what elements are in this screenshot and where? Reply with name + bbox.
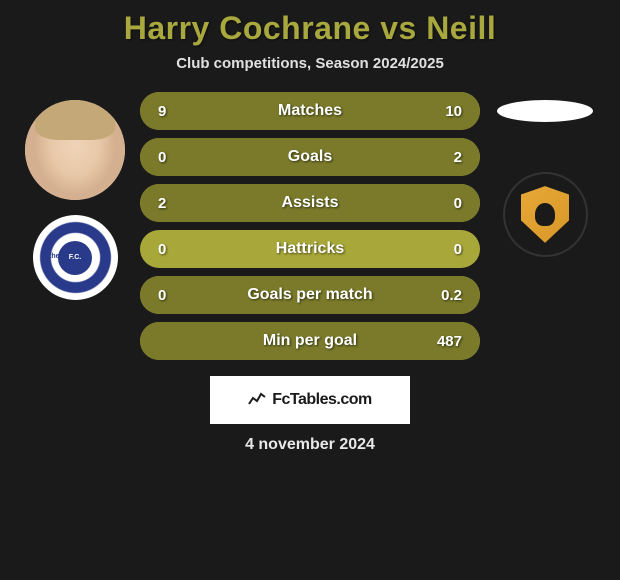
stat-value-right: 0 (454, 195, 462, 212)
club-badge-left: QUEEN of the SOUTH F.C. (33, 215, 118, 300)
stat-bar: 0 Goals per match 0.2 (140, 276, 480, 314)
date-text: 4 november 2024 (0, 436, 620, 454)
watermark-text: FcTables.com (272, 391, 372, 409)
stat-value-right: 2 (454, 149, 462, 166)
player-left-avatar (25, 100, 125, 200)
page-subtitle: Club competitions, Season 2024/2025 (0, 55, 620, 72)
badge-text: of the (41, 253, 60, 260)
stat-bar: 0 Hattricks 0 (140, 230, 480, 268)
badge-text: QUEEN (63, 225, 88, 232)
right-column (485, 92, 605, 257)
wasp-icon (535, 203, 554, 226)
player-right-avatar-placeholder (497, 100, 593, 122)
stat-bar: Min per goal 487 (140, 322, 480, 360)
stats-column: 9 Matches 10 0 Goals 2 2 Assists 0 0 Hattricks 0 0 Go… (135, 92, 485, 368)
page-title: Harry Cochrane vs Neill (0, 10, 620, 47)
stat-bar: 2 Assists 0 (140, 184, 480, 222)
shield-icon (521, 186, 570, 243)
stat-value-right: 10 (445, 103, 462, 120)
stat-value-left: 9 (158, 103, 166, 120)
stat-value-left: 0 (158, 287, 166, 304)
stat-label: Matches (278, 102, 342, 120)
badge-center-icon: F.C. (58, 241, 92, 275)
club-badge-right (503, 172, 588, 257)
stat-bar: 0 Goals 2 (140, 138, 480, 176)
chart-icon (248, 391, 266, 410)
watermark: FcTables.com (210, 376, 410, 424)
stat-value-right: 0 (454, 241, 462, 258)
stat-label: Hattricks (276, 240, 344, 258)
stat-value-right: 487 (437, 333, 462, 350)
avatar-hair-icon (35, 100, 115, 140)
stat-bar: 9 Matches 10 (140, 92, 480, 130)
stat-label: Goals (288, 148, 332, 166)
stat-value-left: 0 (158, 241, 166, 258)
comparison-card: Harry Cochrane vs Neill Club competition… (0, 0, 620, 454)
stat-value-left: 0 (158, 149, 166, 166)
stat-label: Min per goal (263, 332, 357, 350)
stat-label: Goals per match (247, 286, 372, 304)
stat-label: Assists (282, 194, 339, 212)
left-column: QUEEN of the SOUTH F.C. (15, 92, 135, 300)
badge-center-text: F.C. (69, 254, 81, 261)
main-area: QUEEN of the SOUTH F.C. 9 Matches 10 0 Goals… (0, 92, 620, 368)
stat-value-right: 0.2 (441, 287, 462, 304)
badge-text: SOUTH (63, 283, 88, 290)
stat-value-left: 2 (158, 195, 166, 212)
